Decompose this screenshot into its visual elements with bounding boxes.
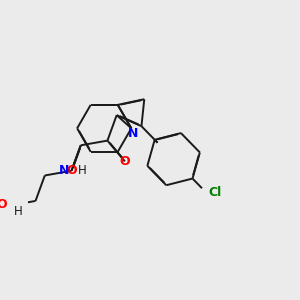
- Text: O: O: [119, 155, 130, 168]
- Text: H: H: [14, 205, 23, 218]
- Text: O: O: [0, 198, 8, 211]
- Text: H: H: [78, 164, 87, 177]
- Text: N: N: [128, 127, 138, 140]
- Text: O: O: [66, 164, 77, 177]
- Text: N: N: [59, 164, 69, 177]
- Text: Cl: Cl: [208, 186, 222, 199]
